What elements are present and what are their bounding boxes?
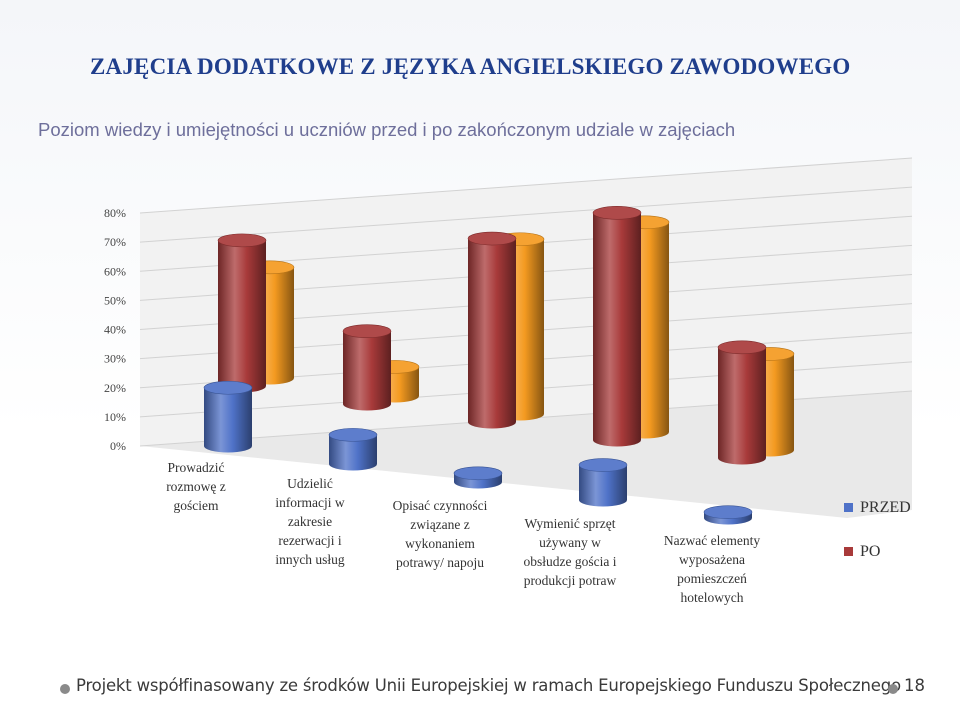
x-category-label: Opisać czynności związane z wykonaniem potr… (393, 498, 488, 570)
y-tick-label: 0% (110, 439, 126, 453)
cylinder-top (342, 324, 392, 338)
page-number: 18 (904, 676, 925, 695)
bar-przed-3 (578, 458, 628, 507)
bar-przed-4 (703, 505, 753, 525)
cylinder-body (718, 347, 766, 465)
x-category-label: Wymienić sprzęt używany w obsłudze gościa … (524, 516, 617, 588)
legend-swatch (844, 503, 853, 512)
cylinder-top (217, 233, 267, 248)
cylinder-top (328, 428, 378, 442)
y-tick-label: 30% (104, 352, 126, 366)
legend-label: PRZED (860, 499, 911, 516)
bar-po-3 (592, 206, 642, 447)
cylinder-top (203, 380, 253, 395)
bar-przed-1 (328, 428, 378, 471)
x-category-label-line: rozmowę z (166, 479, 226, 494)
x-category-label-line: innych usług (275, 552, 345, 567)
cylinder-top (453, 466, 503, 481)
cylinder-top (717, 340, 767, 355)
cylinder-top (703, 505, 753, 519)
bar-po-4 (717, 340, 767, 465)
x-category-label: Nazwać elementy wyposażena pomieszczeń hote… (664, 533, 761, 605)
y-tick-label: 70% (104, 235, 126, 249)
bar-przed-2 (453, 466, 503, 489)
x-category-label-line: rezerwacji i (278, 533, 342, 548)
legend-label: PO (860, 543, 880, 560)
x-category-label-line: informacji w (275, 495, 345, 510)
y-tick-label: 40% (104, 323, 126, 337)
cylinder-body (343, 331, 391, 411)
cylinder-top (578, 458, 628, 472)
y-tick-label: 80% (104, 206, 126, 220)
x-category-label-line: Prowadzić (168, 460, 225, 475)
x-category-label-line: hotelowych (681, 590, 744, 605)
cylinder-body (579, 465, 627, 507)
cylinder-body (329, 434, 377, 471)
x-category-label-line: wyposażena (679, 552, 745, 567)
cylinder-body (593, 212, 641, 447)
page-bullet-icon (888, 684, 898, 694)
x-category-label-line: potrawy/ napoju (396, 555, 484, 570)
footer: Projekt współfinasowany ze środków Unii … (0, 672, 960, 702)
x-category-label-line: pomieszczeń (677, 571, 747, 586)
legend-swatch (844, 547, 853, 556)
x-category-label-line: gościem (174, 498, 219, 513)
y-tick-label: 60% (104, 264, 126, 278)
x-category-label-line: zakresie (288, 514, 332, 529)
bar-po-2 (467, 231, 517, 429)
x-category-label-line: Opisać czynności (393, 498, 488, 513)
cylinder-body (218, 240, 266, 393)
x-category-label-line: Nazwać elementy (664, 533, 761, 548)
x-category-label-line: Udzielić (287, 476, 333, 491)
cylinder-body (204, 387, 252, 453)
slide-subtitle: Poziom wiedzy i umiejętności u uczniów p… (38, 119, 736, 140)
x-category-label-line: wykonaniem (405, 536, 475, 551)
x-category-label-line: produkcji potraw (524, 573, 617, 588)
cylinder-top (592, 206, 642, 220)
slide-title: ZAJĘCIA DODATKOWE Z JĘZYKA ANGIELSKIEGO … (90, 54, 851, 79)
footer-bullet-icon (60, 684, 70, 694)
bar-przed-0 (203, 380, 253, 453)
cylinder-body (468, 238, 516, 429)
x-category-label-line: używany w (539, 535, 601, 550)
gridline (139, 186, 913, 243)
x-category-label-line: związane z (410, 517, 470, 532)
x-category-label: Prowadzić rozmowę z gościem (166, 460, 226, 513)
bar-po-0 (217, 233, 267, 393)
y-tick-label: 20% (104, 381, 126, 395)
y-tick-label: 50% (104, 293, 126, 307)
gridline (139, 157, 913, 214)
x-category-label: Udzielić informacji w zakresie rezerwacji i… (275, 476, 345, 567)
x-category-label-line: Wymienić sprzęt (524, 516, 615, 531)
cylinder-bar-chart: 0% 10% 20% 30% 40% 50% 60% 70% 80% Prowadzić rozmo… (104, 157, 913, 605)
bar-po-1 (342, 324, 392, 411)
cylinder-top (467, 231, 517, 246)
x-category-label-line: obsłudze gościa i (524, 554, 617, 569)
footer-text: Projekt współfinasowany ze środków Unii … (76, 676, 901, 695)
y-tick-label: 10% (104, 410, 126, 424)
